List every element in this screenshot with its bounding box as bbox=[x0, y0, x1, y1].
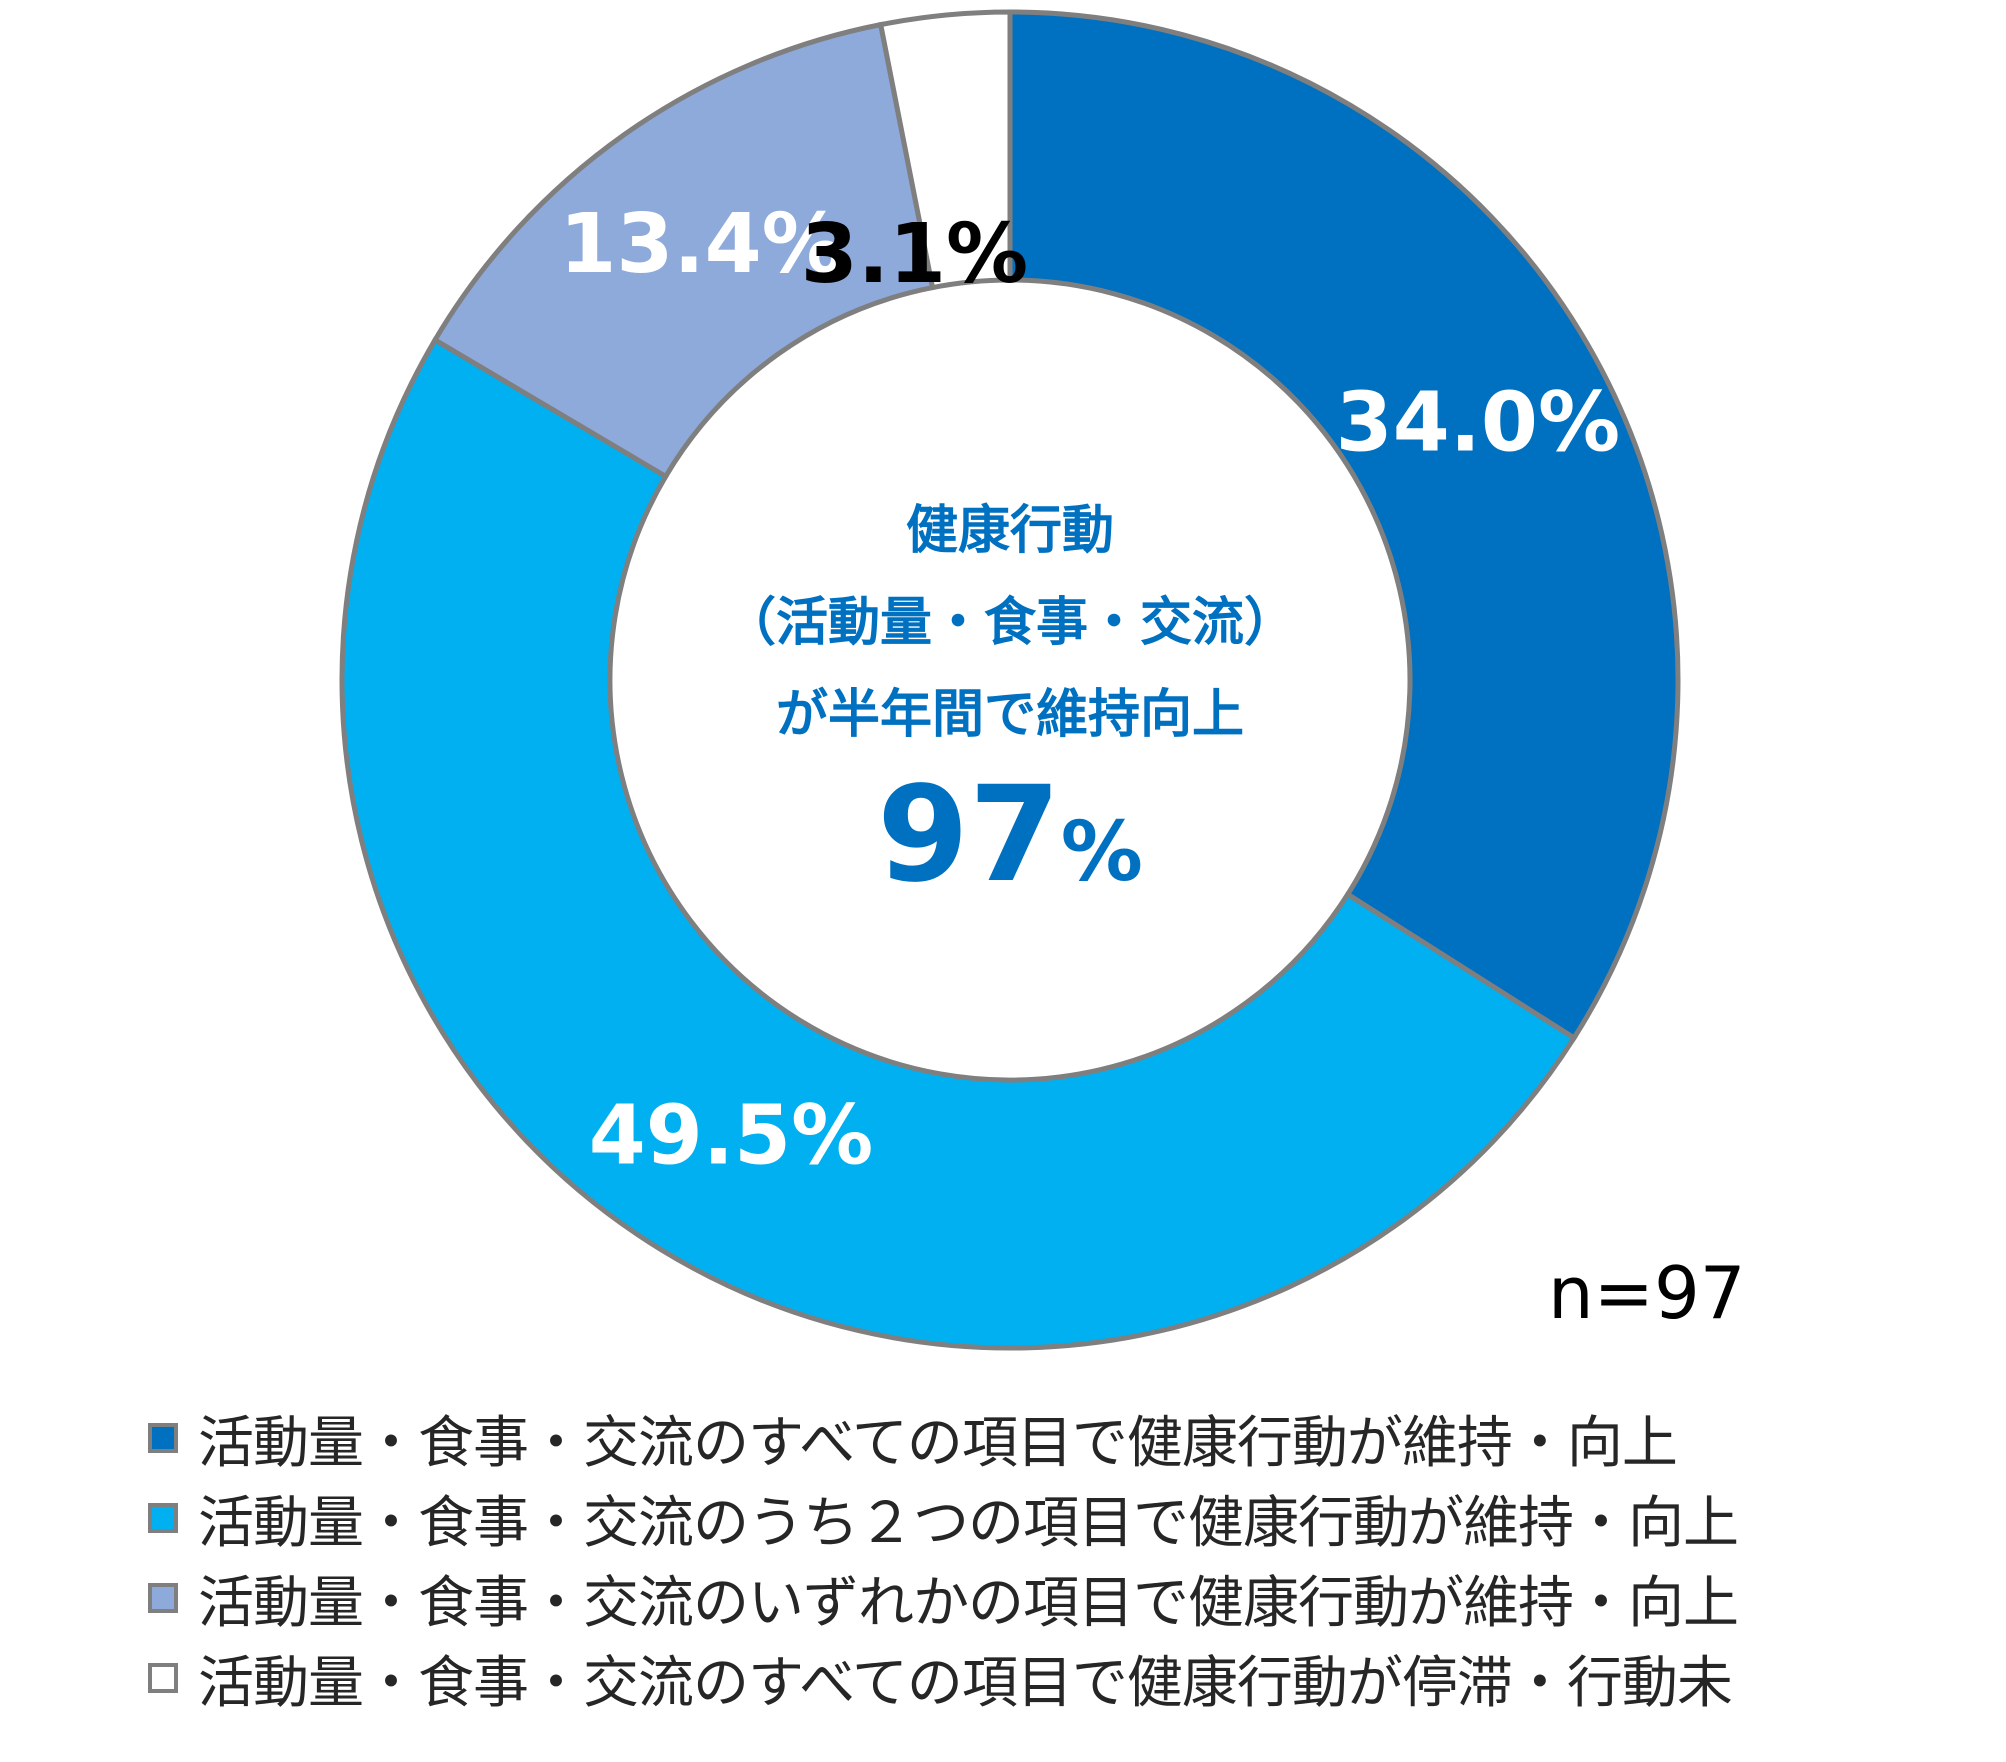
center-text-line3: が半年間で維持向上 bbox=[776, 685, 1244, 745]
legend-item-3: 活動量・食事・交流のいずれかの項目で健康行動が維持・向上 bbox=[148, 1558, 1988, 1638]
data-label-3: 13.4% bbox=[559, 197, 843, 292]
legend-label-1: 活動量・食事・交流のすべての項目で健康行動が維持・向上 bbox=[198, 1410, 1678, 1476]
legend-swatch-4 bbox=[148, 1663, 178, 1693]
donut-data-labels: 34.0% 49.5% 13.4%3.1% bbox=[559, 197, 1620, 1183]
center-percentage: 97% bbox=[877, 758, 1143, 912]
legend-label-3: 活動量・食事・交流のいずれかの項目で健康行動が維持・向上 bbox=[198, 1570, 1739, 1636]
center-percentage-unit: % bbox=[1061, 805, 1143, 900]
data-label-1: 34.0% bbox=[1336, 376, 1620, 471]
legend-item-2: 活動量・食事・交流のうち２つの項目で健康行動が維持・向上 bbox=[148, 1478, 1988, 1558]
center-percentage-value: 97 bbox=[877, 758, 1061, 912]
legend-swatch-2 bbox=[148, 1503, 178, 1533]
center-summary: 健康行動 （活動量・食事・交流） が半年間で維持向上 97% bbox=[724, 501, 1296, 912]
legend-item-1: 活動量・食事・交流のすべての項目で健康行動が維持・向上 bbox=[148, 1398, 1988, 1478]
sample-size-label: n=97 bbox=[1548, 1251, 1746, 1335]
donut-slice-4 bbox=[877, 9, 1013, 291]
legend-label-4: 活動量・食事・交流のすべての項目で健康行動が停滞・行動未 bbox=[198, 1650, 1733, 1716]
donut-slice-1 bbox=[1007, 9, 1681, 1042]
legend-swatch-3 bbox=[148, 1583, 178, 1613]
legend-label-2: 活動量・食事・交流のうち２つの項目で健康行動が維持・向上 bbox=[198, 1490, 1739, 1556]
chart-legend: 活動量・食事・交流のすべての項目で健康行動が維持・向上 活動量・食事・交流のうち２… bbox=[148, 1398, 1988, 1718]
center-text-line1: 健康行動 bbox=[906, 501, 1114, 561]
legend-swatch-1 bbox=[148, 1423, 178, 1453]
legend-item-4: 活動量・食事・交流のすべての項目で健康行動が停滞・行動未 bbox=[148, 1638, 1988, 1718]
center-text-line2: （活動量・食事・交流） bbox=[724, 593, 1296, 653]
donut-slice-3 bbox=[431, 21, 936, 480]
data-label-2: 49.5% bbox=[589, 1088, 873, 1183]
donut-slices bbox=[339, 9, 1681, 1351]
donut-slice-2 bbox=[339, 336, 1578, 1351]
data-label-4: 3.1% bbox=[801, 207, 1028, 302]
